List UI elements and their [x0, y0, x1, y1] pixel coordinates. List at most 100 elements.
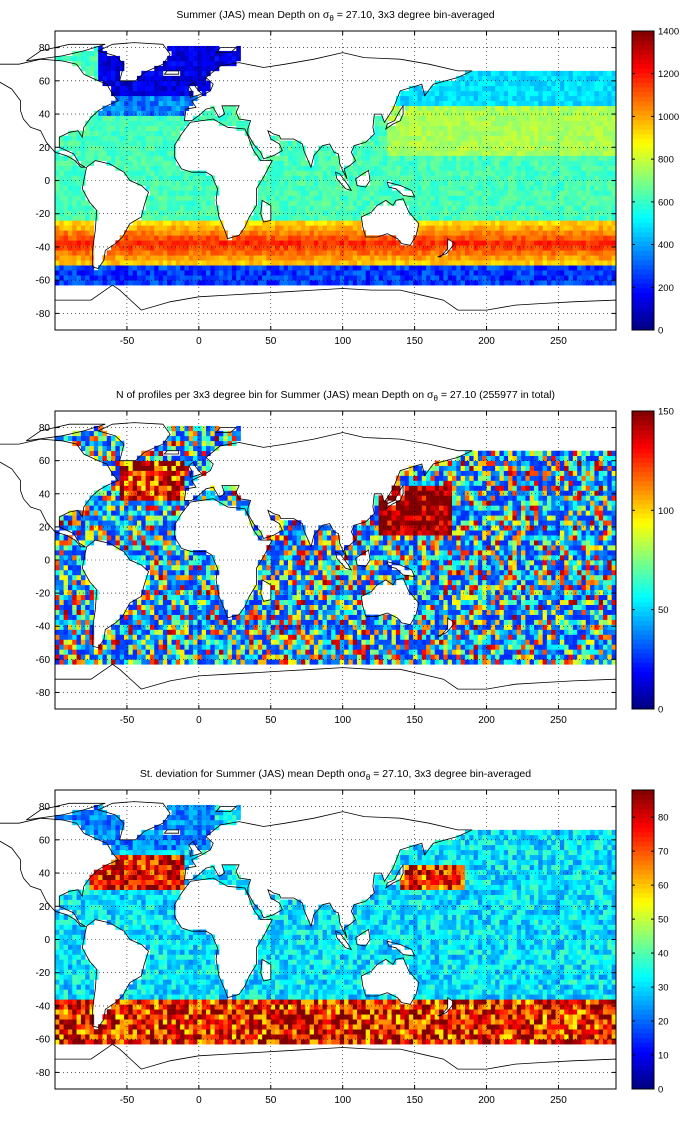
heatmap-cell	[400, 125, 405, 131]
heatmap-cell	[171, 255, 177, 261]
heatmap-cell	[149, 240, 155, 246]
heatmap-cell	[206, 115, 211, 121]
heatmap-cell	[55, 659, 60, 665]
heatmap-cell	[365, 185, 371, 191]
heatmap-cell	[210, 45, 215, 52]
heatmap-cell	[555, 140, 561, 146]
heatmap-cell	[141, 180, 146, 186]
heatmap-cell	[257, 185, 263, 191]
heatmap-cell	[572, 115, 578, 121]
heatmap-cell	[292, 150, 297, 156]
heatmap-cell	[417, 235, 423, 241]
heatmap-cell	[603, 195, 608, 201]
heatmap-cell	[508, 100, 513, 107]
heatmap-cell	[417, 265, 423, 271]
heatmap-cell	[128, 130, 133, 136]
heatmap-cell	[546, 105, 552, 112]
heatmap-cell	[486, 165, 492, 171]
heatmap-cell	[443, 120, 448, 126]
heatmap-cell	[456, 195, 461, 201]
heatmap-cell	[89, 130, 95, 136]
heatmap-cell	[464, 135, 470, 141]
heatmap-cell	[559, 95, 565, 102]
heatmap-cell	[313, 205, 319, 211]
heatmap-cell	[72, 195, 77, 201]
heatmap-cell	[395, 275, 401, 281]
heatmap-cell	[598, 275, 604, 281]
heatmap-cell	[417, 135, 423, 141]
heatmap-cell	[335, 180, 341, 186]
heatmap-cell	[516, 245, 522, 251]
heatmap-cell	[210, 65, 215, 72]
heatmap-cell	[521, 235, 526, 241]
heatmap-cell	[559, 280, 565, 286]
heatmap-cell	[102, 430, 108, 437]
heatmap-cell	[89, 115, 95, 121]
heatmap-cell	[262, 275, 267, 281]
heatmap-cell	[546, 70, 552, 77]
heatmap-cell	[59, 589, 64, 596]
heatmap-cell	[542, 140, 548, 146]
heatmap-cell	[206, 270, 211, 276]
heatmap-cell	[339, 205, 345, 211]
heatmap-cell	[214, 210, 220, 216]
heatmap-cell	[67, 589, 73, 596]
heatmap-cell	[551, 200, 556, 206]
colorbar-segment	[632, 87, 654, 93]
heatmap-cell	[206, 225, 211, 231]
heatmap-cell	[559, 185, 565, 191]
heatmap-cell	[275, 180, 280, 186]
heatmap-cell	[348, 235, 354, 241]
heatmap-cell	[76, 659, 82, 665]
heatmap-cell	[447, 280, 453, 286]
heatmap-cell	[89, 145, 95, 151]
heatmap-cell	[400, 165, 405, 171]
heatmap-cell	[546, 85, 552, 92]
heatmap-cell	[115, 75, 121, 82]
heatmap-cell	[564, 245, 569, 251]
heatmap-cell	[124, 250, 129, 256]
heatmap-cell	[149, 140, 155, 146]
heatmap-cell	[288, 170, 293, 176]
heatmap-cell	[158, 245, 164, 251]
heatmap-cell	[413, 260, 418, 266]
heatmap-cell	[313, 165, 319, 171]
heatmap-cell	[572, 260, 578, 266]
heatmap-cell	[408, 140, 414, 146]
heatmap-cell	[322, 185, 328, 191]
heatmap-cell	[391, 115, 397, 121]
heatmap-cell	[132, 280, 138, 286]
heatmap-cell	[145, 280, 151, 286]
heatmap-cell	[452, 250, 457, 256]
heatmap-cell	[452, 130, 457, 136]
heatmap-cell	[318, 220, 323, 226]
heatmap-cell	[564, 160, 569, 166]
heatmap-cell	[434, 225, 440, 231]
heatmap-cell	[244, 230, 250, 236]
heatmap-cell	[542, 115, 548, 121]
heatmap-cell	[460, 260, 466, 266]
heatmap-cell	[111, 115, 116, 121]
heatmap-cell	[292, 165, 297, 171]
heatmap-cell	[266, 165, 272, 171]
heatmap-cell	[598, 125, 604, 131]
heatmap-cell	[456, 125, 461, 131]
heatmap-cell	[499, 185, 505, 191]
heatmap-cell	[611, 160, 617, 166]
heatmap-cell	[542, 195, 548, 201]
heatmap-cell	[477, 210, 483, 216]
heatmap-cell	[106, 150, 112, 156]
heatmap-cell	[55, 175, 60, 181]
heatmap-cell	[313, 200, 319, 206]
heatmap-cell	[534, 255, 539, 261]
heatmap-cell	[262, 180, 267, 186]
heatmap-cell	[430, 225, 436, 231]
heatmap-cell	[482, 210, 487, 216]
heatmap-cell	[106, 160, 112, 166]
heatmap-cell	[482, 215, 487, 221]
heatmap-cell	[98, 55, 103, 62]
heatmap-cell	[452, 140, 457, 146]
heatmap-cell	[495, 175, 500, 181]
heatmap-cell	[417, 220, 423, 226]
heatmap-cell	[378, 150, 384, 156]
